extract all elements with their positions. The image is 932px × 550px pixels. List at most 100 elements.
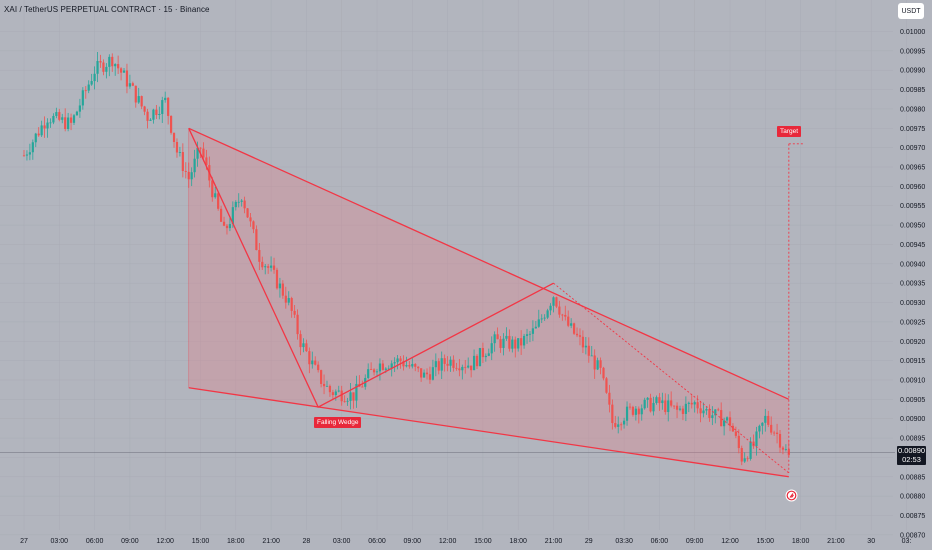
candle (581, 330, 585, 353)
falling-wedge-label[interactable]: Falling Wedge (314, 417, 362, 428)
candle (761, 422, 764, 435)
candle (525, 328, 529, 344)
candle (96, 52, 99, 83)
time-axis-label: 18:00 (792, 538, 810, 545)
candle-body (422, 372, 426, 378)
candle (667, 394, 670, 422)
wedge-overlay (188, 127, 803, 478)
candle-body (211, 180, 214, 198)
price-axis-label: 0.00990 (900, 68, 925, 75)
price-axis-label: 0.00965 (900, 165, 925, 172)
candle-body (28, 152, 31, 155)
candle (222, 216, 226, 227)
candle (770, 416, 773, 435)
candle-body (467, 365, 470, 368)
candle-body (696, 402, 699, 409)
candle (417, 366, 420, 373)
candle-body (52, 115, 55, 123)
candle-body (402, 361, 405, 367)
candle (599, 357, 602, 375)
candle (214, 186, 217, 199)
candle (443, 354, 446, 372)
candle-body (681, 408, 685, 414)
time-axis-label: 21:00 (545, 538, 563, 545)
candle-body (40, 125, 43, 136)
candle-body (375, 371, 379, 373)
candle (702, 402, 705, 418)
candle-body (528, 333, 532, 335)
candle (252, 220, 255, 234)
candle (675, 402, 679, 419)
candle-body (93, 73, 96, 82)
candle-body (649, 397, 652, 412)
candle-body (637, 408, 640, 415)
candle (422, 369, 426, 378)
candle (781, 446, 785, 455)
price-axis-label: 0.00900 (900, 416, 925, 423)
candle (711, 406, 714, 426)
candle (240, 198, 243, 207)
price-axis-label: 0.00910 (900, 377, 925, 384)
candle-body (784, 449, 787, 450)
candle (425, 368, 429, 380)
candle (302, 338, 305, 353)
candle-body (628, 406, 632, 408)
candle-body (105, 66, 108, 72)
candle-body (258, 250, 261, 262)
candle (655, 395, 658, 405)
candle-body (717, 409, 720, 411)
candle (243, 196, 246, 214)
candle-body (99, 61, 102, 63)
candle-body (558, 306, 561, 315)
time-axis[interactable]: 27 03:00 06:00 09:00 12:00 15:00 18:00 21:00 28 0… (20, 538, 911, 545)
price-axis-label: 0.00945 (900, 242, 925, 249)
candle (270, 256, 273, 272)
candle (505, 327, 508, 341)
candle (661, 392, 664, 410)
candle-body (331, 392, 334, 396)
price-axis-label: 0.00930 (900, 300, 925, 307)
candle (464, 359, 467, 374)
candle (346, 397, 349, 406)
candle (349, 383, 352, 410)
price-axis-label: 0.00995 (900, 48, 925, 55)
candle (605, 377, 608, 394)
candle-body (417, 366, 420, 369)
candle (543, 314, 546, 321)
candle-body (746, 458, 749, 460)
candle (114, 63, 117, 76)
candle (111, 53, 114, 72)
candle-body (522, 335, 526, 346)
candle-body (405, 365, 408, 367)
price-axis[interactable]: 0.01000 0.00995 0.00990 0.00985 0.00980 0.009… (900, 29, 925, 539)
candle-body (655, 397, 658, 403)
candle-body (578, 335, 582, 337)
candle (511, 336, 514, 353)
candle-body (119, 68, 123, 73)
candle (540, 314, 543, 324)
candle-body (249, 217, 252, 222)
candle-body (723, 420, 726, 427)
candle (684, 396, 687, 422)
candle-body (443, 358, 446, 364)
target-label[interactable]: Target (777, 126, 802, 137)
candle-body (384, 368, 387, 370)
candle-body (737, 435, 740, 449)
candle-body (372, 369, 376, 373)
candle-body (78, 105, 81, 112)
candle (58, 108, 61, 122)
candle (167, 97, 170, 125)
candle-body (720, 410, 723, 427)
candle-body (699, 408, 702, 414)
currency-button[interactable]: USDT (898, 3, 924, 19)
candle-body (108, 56, 111, 67)
candle (90, 73, 93, 86)
candle-body (222, 221, 226, 226)
candle-body (299, 334, 302, 348)
candle (723, 417, 726, 436)
candle-body (137, 96, 140, 103)
candle-body (620, 424, 623, 426)
candle-body (770, 424, 773, 433)
candle (758, 424, 761, 439)
